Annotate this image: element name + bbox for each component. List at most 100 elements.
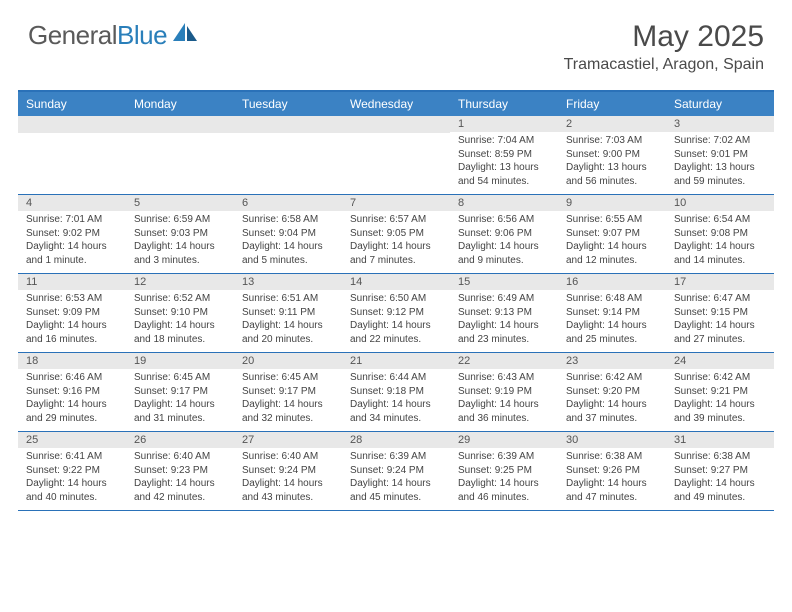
- day-cell: 3Sunrise: 7:02 AMSunset: 9:01 PMDaylight…: [666, 116, 774, 194]
- day-number: 20: [234, 353, 342, 369]
- day-number: 13: [234, 274, 342, 290]
- day-number: 24: [666, 353, 774, 369]
- day-details: Sunrise: 6:46 AMSunset: 9:16 PMDaylight:…: [18, 369, 126, 431]
- day-number: [126, 116, 234, 133]
- day-cell: 13 Sunrise: 6:51 AMSunset: 9:11 PMDayligh…: [234, 274, 342, 352]
- day-cell: 16Sunrise: 6:48 AMSunset: 9:14 PMDayligh…: [558, 274, 666, 352]
- sunset-line: Sunset: 9:17 PM: [242, 385, 334, 399]
- sunset-line: Sunset: 9:16 PM: [26, 385, 118, 399]
- day-cell: 20Sunrise: 6:45 AMSunset: 9:17 PMDayligh…: [234, 353, 342, 431]
- day-header-cell: Tuesday: [234, 92, 342, 116]
- day-details: Sunrise: 6:41 AMSunset: 9:22 PMDaylight:…: [18, 448, 126, 510]
- week-row: 4Sunrise: 7:01 AMSunset: 9:02 PMDaylight…: [18, 195, 774, 274]
- day-number: 28: [342, 432, 450, 448]
- day-cell: 18Sunrise: 6:46 AMSunset: 9:16 PMDayligh…: [18, 353, 126, 431]
- week-row: 18Sunrise: 6:46 AMSunset: 9:16 PMDayligh…: [18, 353, 774, 432]
- daylight-line: Daylight: 14 hours and 22 minutes.: [350, 319, 442, 346]
- sunset-line: Sunset: 9:06 PM: [458, 227, 550, 241]
- day-number: 3: [666, 116, 774, 132]
- daylight-line: Daylight: 14 hours and 23 minutes.: [458, 319, 550, 346]
- sunrise-line: Sunrise: 6:59 AM: [134, 213, 226, 227]
- day-number: 14: [342, 274, 450, 290]
- sunset-line: Sunset: 9:20 PM: [566, 385, 658, 399]
- sunset-line: Sunset: 9:10 PM: [134, 306, 226, 320]
- day-number: 5: [126, 195, 234, 211]
- day-cell: 21Sunrise: 6:44 AMSunset: 9:18 PMDayligh…: [342, 353, 450, 431]
- day-details: Sunrise: 7:01 AMSunset: 9:02 PMDaylight:…: [18, 211, 126, 273]
- sunrise-line: Sunrise: 6:47 AM: [674, 292, 766, 306]
- sunset-line: Sunset: 9:11 PM: [242, 306, 334, 320]
- daylight-line: Daylight: 14 hours and 43 minutes.: [242, 477, 334, 504]
- sunset-line: Sunset: 9:04 PM: [242, 227, 334, 241]
- day-header-cell: Sunday: [18, 92, 126, 116]
- sunrise-line: Sunrise: 6:45 AM: [134, 371, 226, 385]
- day-number: 27: [234, 432, 342, 448]
- day-details: Sunrise: 6:43 AMSunset: 9:19 PMDaylight:…: [450, 369, 558, 431]
- sunrise-line: Sunrise: 6:46 AM: [26, 371, 118, 385]
- sunrise-line: Sunrise: 6:39 AM: [350, 450, 442, 464]
- day-cell: [234, 116, 342, 194]
- sunset-line: Sunset: 9:21 PM: [674, 385, 766, 399]
- logo-part1: General: [28, 20, 117, 50]
- sunrise-line: Sunrise: 6:57 AM: [350, 213, 442, 227]
- day-cell: 9Sunrise: 6:55 AMSunset: 9:07 PMDaylight…: [558, 195, 666, 273]
- day-number: 25: [18, 432, 126, 448]
- sunrise-line: Sunrise: 6:41 AM: [26, 450, 118, 464]
- sunset-line: Sunset: 9:23 PM: [134, 464, 226, 478]
- day-number: 17: [666, 274, 774, 290]
- daylight-line: Daylight: 14 hours and 32 minutes.: [242, 398, 334, 425]
- daylight-line: Daylight: 13 hours and 59 minutes.: [674, 161, 766, 188]
- sunset-line: Sunset: 9:26 PM: [566, 464, 658, 478]
- day-number: 11: [18, 274, 126, 290]
- daylight-line: Daylight: 14 hours and 29 minutes.: [26, 398, 118, 425]
- day-details: Sunrise: 6:52 AMSunset: 9:10 PMDaylight:…: [126, 290, 234, 352]
- week-row: 11Sunrise: 6:53 AMSunset: 9:09 PMDayligh…: [18, 274, 774, 353]
- day-cell: 2Sunrise: 7:03 AMSunset: 9:00 PMDaylight…: [558, 116, 666, 194]
- sunrise-line: Sunrise: 6:39 AM: [458, 450, 550, 464]
- sunrise-line: Sunrise: 7:02 AM: [674, 134, 766, 148]
- sunrise-line: Sunrise: 6:52 AM: [134, 292, 226, 306]
- daylight-line: Daylight: 14 hours and 36 minutes.: [458, 398, 550, 425]
- day-details: Sunrise: 6:38 AMSunset: 9:26 PMDaylight:…: [558, 448, 666, 510]
- day-number: 16: [558, 274, 666, 290]
- daylight-line: Daylight: 13 hours and 54 minutes.: [458, 161, 550, 188]
- day-number: [234, 116, 342, 133]
- day-cell: 26Sunrise: 6:40 AMSunset: 9:23 PMDayligh…: [126, 432, 234, 510]
- sunrise-line: Sunrise: 7:04 AM: [458, 134, 550, 148]
- daylight-line: Daylight: 14 hours and 12 minutes.: [566, 240, 658, 267]
- sunset-line: Sunset: 9:13 PM: [458, 306, 550, 320]
- sunset-line: Sunset: 9:22 PM: [26, 464, 118, 478]
- sunrise-line: Sunrise: 7:03 AM: [566, 134, 658, 148]
- sunset-line: Sunset: 9:00 PM: [566, 148, 658, 162]
- day-number: 29: [450, 432, 558, 448]
- sunrise-line: Sunrise: 6:54 AM: [674, 213, 766, 227]
- day-cell: 22Sunrise: 6:43 AMSunset: 9:19 PMDayligh…: [450, 353, 558, 431]
- sunrise-line: Sunrise: 6:58 AM: [242, 213, 334, 227]
- day-details: Sunrise: 6:38 AMSunset: 9:27 PMDaylight:…: [666, 448, 774, 510]
- sunrise-line: Sunrise: 6:42 AM: [674, 371, 766, 385]
- day-number: 10: [666, 195, 774, 211]
- calendar: SundayMondayTuesdayWednesdayThursdayFrid…: [18, 90, 774, 511]
- sunrise-line: Sunrise: 6:51 AM: [242, 292, 334, 306]
- logo-sail-icon: [171, 21, 199, 50]
- daylight-line: Daylight: 14 hours and 18 minutes.: [134, 319, 226, 346]
- daylight-line: Daylight: 14 hours and 5 minutes.: [242, 240, 334, 267]
- day-details: Sunrise: 6:40 AMSunset: 9:23 PMDaylight:…: [126, 448, 234, 510]
- day-details: Sunrise: 6:59 AMSunset: 9:03 PMDaylight:…: [126, 211, 234, 273]
- sunset-line: Sunset: 9:08 PM: [674, 227, 766, 241]
- day-details: Sunrise: 7:03 AMSunset: 9:00 PMDaylight:…: [558, 132, 666, 194]
- day-number: [18, 116, 126, 133]
- sunrise-line: Sunrise: 6:42 AM: [566, 371, 658, 385]
- daylight-line: Daylight: 14 hours and 46 minutes.: [458, 477, 550, 504]
- day-details: Sunrise: 6:45 AMSunset: 9:17 PMDaylight:…: [234, 369, 342, 431]
- day-number: 15: [450, 274, 558, 290]
- day-number: 30: [558, 432, 666, 448]
- daylight-line: Daylight: 14 hours and 20 minutes.: [242, 319, 334, 346]
- day-header-cell: Monday: [126, 92, 234, 116]
- logo: GeneralBlue: [28, 20, 199, 51]
- day-details: Sunrise: 6:53 AMSunset: 9:09 PMDaylight:…: [18, 290, 126, 352]
- day-cell: 19Sunrise: 6:45 AMSunset: 9:17 PMDayligh…: [126, 353, 234, 431]
- day-number: 7: [342, 195, 450, 211]
- day-cell: 23Sunrise: 6:42 AMSunset: 9:20 PMDayligh…: [558, 353, 666, 431]
- sunset-line: Sunset: 8:59 PM: [458, 148, 550, 162]
